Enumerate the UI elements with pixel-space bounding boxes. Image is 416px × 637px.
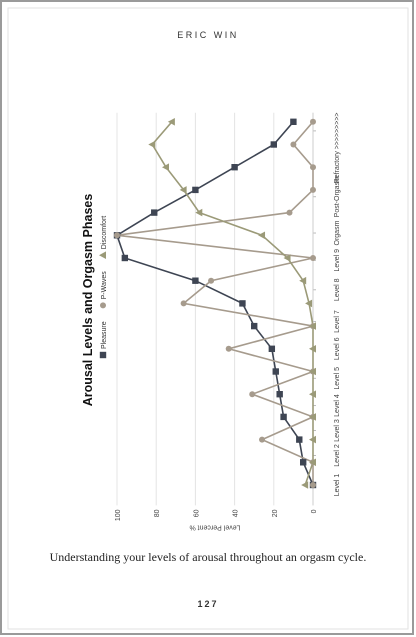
y-tick-label: 80 (154, 509, 161, 517)
data-point (121, 254, 129, 262)
data-point (270, 141, 278, 148)
data-point (179, 186, 187, 194)
x-tick-label: Level 7 (334, 310, 341, 333)
chart-title: Arousal Levels and Orgasm Phases (81, 194, 95, 407)
data-point (310, 482, 316, 488)
y-tick-label: 100 (115, 509, 122, 521)
x-tick-label: Level 6 (334, 337, 341, 360)
data-point (167, 118, 175, 126)
legend-marker (100, 302, 106, 309)
data-point (239, 300, 246, 307)
page-inner-frame (7, 7, 409, 630)
data-point (305, 299, 313, 308)
data-point (309, 390, 316, 398)
data-point (208, 277, 215, 284)
data-point (300, 459, 307, 466)
running-header: ERIC WIN (177, 30, 239, 40)
data-point (259, 436, 266, 443)
data-point (299, 276, 307, 285)
data-point (309, 345, 316, 353)
data-point (290, 141, 297, 148)
data-point (151, 209, 158, 216)
data-point (309, 367, 316, 376)
data-point (192, 277, 199, 284)
data-point (309, 458, 316, 467)
data-point (231, 163, 238, 171)
data-point (310, 118, 316, 125)
legend-marker (99, 351, 107, 359)
data-point (180, 300, 187, 307)
data-point (310, 164, 316, 171)
x-tick-label: Level 9 (334, 249, 341, 272)
x-tick-label: Post-Orgasm (334, 176, 341, 217)
data-point (309, 413, 316, 421)
y-tick-label: 40 (233, 509, 240, 517)
data-point (268, 345, 276, 352)
rotated-chart: 0 20 40 60 80 100 Level 1 Level 2 Level 3 Level 4… (81, 112, 341, 530)
legend-label: P-Waves (101, 271, 108, 300)
data-point (309, 322, 316, 330)
x-tick-label: Refractory (334, 151, 341, 184)
data-point (251, 322, 258, 330)
data-point (272, 368, 279, 375)
data-point (286, 209, 293, 216)
x-tick-label: Orgasm (334, 220, 341, 245)
data-point (301, 481, 309, 489)
caption: Understanding your levels of arousal thr… (50, 550, 367, 564)
data-point (114, 232, 120, 239)
data-point (225, 345, 232, 352)
data-point (258, 231, 266, 240)
data-point (290, 118, 297, 125)
x-tick-label: Level 4 (334, 394, 341, 417)
x-tick-label: >>>>>>>>> (334, 112, 341, 149)
data-point (195, 208, 203, 217)
data-point (310, 186, 316, 193)
data-point (310, 255, 316, 261)
x-tick-label: Level 8 (334, 278, 341, 301)
data-point (249, 391, 256, 398)
data-point (162, 163, 169, 171)
y-tick-label: 20 (272, 509, 279, 517)
x-tick-label: Level 2 (334, 444, 341, 467)
x-tick-label: Level 1 (334, 474, 341, 497)
data-point (280, 413, 287, 421)
legend-label: Discomfort (101, 216, 108, 250)
data-point (309, 435, 316, 444)
data-point (192, 186, 199, 194)
data-point (148, 140, 156, 149)
legend-label: Pleasure (101, 321, 108, 349)
page-number: 127 (197, 599, 218, 609)
legend-marker (99, 251, 106, 260)
data-point (296, 436, 303, 443)
y-axis-label: Level Percent % (190, 523, 241, 530)
x-tick-label: Level 3 (334, 419, 341, 442)
data-point (276, 391, 283, 398)
y-tick-label: 60 (193, 509, 200, 517)
y-tick-label: 0 (311, 509, 318, 513)
x-tick-label: Level 5 (334, 367, 341, 390)
data-point (283, 254, 291, 262)
